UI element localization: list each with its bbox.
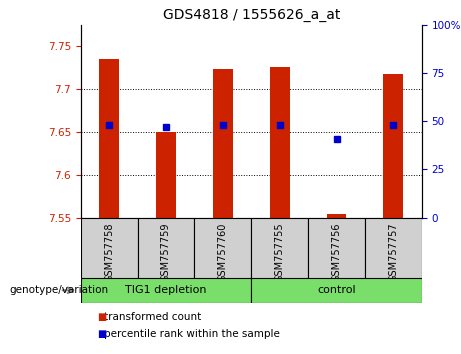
- Bar: [326, 214, 347, 218]
- Text: GSM757758: GSM757758: [104, 223, 114, 282]
- Bar: [308, 218, 365, 278]
- Bar: [251, 278, 422, 303]
- Bar: [156, 132, 176, 218]
- Title: GDS4818 / 1555626_a_at: GDS4818 / 1555626_a_at: [163, 8, 340, 22]
- Text: ■: ■: [97, 312, 106, 322]
- Bar: [384, 74, 403, 218]
- Text: control: control: [317, 285, 356, 295]
- Text: ■: ■: [97, 329, 106, 339]
- Bar: [251, 218, 308, 278]
- Text: TIG1 depletion: TIG1 depletion: [125, 285, 207, 295]
- Text: genotype/variation: genotype/variation: [9, 285, 108, 295]
- Text: transformed count: transformed count: [104, 312, 201, 322]
- Text: GSM757757: GSM757757: [388, 223, 398, 282]
- Bar: [81, 278, 251, 303]
- Text: GSM757760: GSM757760: [218, 223, 228, 282]
- Bar: [213, 69, 233, 218]
- Text: GSM757756: GSM757756: [331, 223, 342, 282]
- Bar: [195, 218, 251, 278]
- Text: percentile rank within the sample: percentile rank within the sample: [104, 329, 280, 339]
- Bar: [365, 218, 422, 278]
- Text: GSM757759: GSM757759: [161, 223, 171, 282]
- Text: GSM757755: GSM757755: [275, 223, 285, 282]
- Bar: [99, 59, 119, 218]
- Bar: [137, 218, 195, 278]
- Bar: [270, 67, 290, 218]
- Bar: [81, 218, 137, 278]
